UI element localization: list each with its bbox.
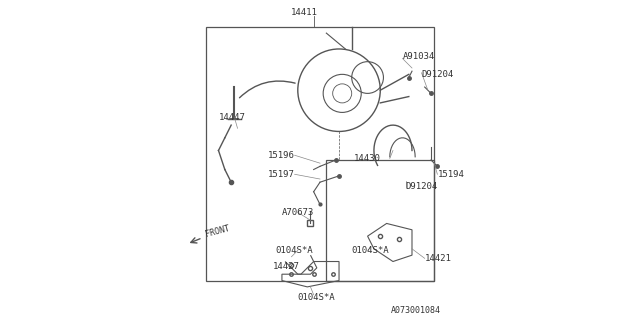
Text: D91204: D91204 (406, 182, 438, 191)
Text: FRONT: FRONT (204, 224, 230, 239)
Text: 14430: 14430 (353, 154, 380, 163)
Text: 0104S*A: 0104S*A (276, 246, 313, 255)
Bar (206, 27, 434, 281)
Bar (326, 160, 434, 281)
Text: 14421: 14421 (425, 254, 452, 263)
Text: 14427: 14427 (273, 262, 300, 271)
Text: A91034: A91034 (403, 52, 435, 61)
Text: 14447: 14447 (218, 113, 245, 122)
Text: 14411: 14411 (291, 8, 317, 17)
Text: A073001084: A073001084 (390, 306, 440, 315)
Text: 0104S*A: 0104S*A (298, 292, 335, 301)
Text: 0104S*A: 0104S*A (352, 246, 389, 255)
Text: A70673: A70673 (282, 208, 314, 217)
Text: D91204: D91204 (422, 70, 454, 79)
Text: 15197: 15197 (268, 170, 294, 179)
Text: 15196: 15196 (268, 151, 294, 160)
Text: 15194: 15194 (437, 170, 464, 179)
